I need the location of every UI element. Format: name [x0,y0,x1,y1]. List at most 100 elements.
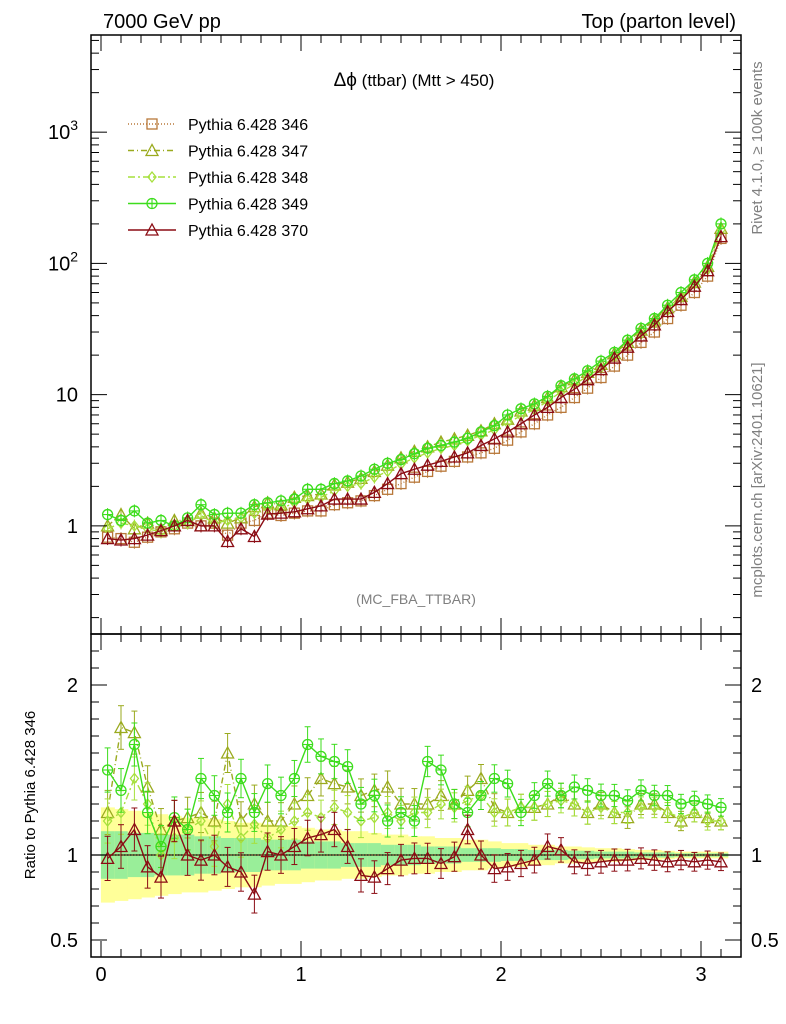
data-point [260,506,275,520]
series-1 [100,220,729,536]
ratio-point [460,822,475,836]
ratio-point [369,811,380,824]
ratio-point [701,798,714,810]
ratio-point [328,755,341,768]
ratio-point [233,864,249,878]
main-y-tick-label: 10 [56,385,78,407]
data-point [368,463,381,475]
ratio-point [542,797,553,811]
ratio-point [315,750,327,763]
data-point [287,504,302,518]
data-point [687,278,702,292]
ratio-point [261,777,274,790]
ratio-point [101,764,114,776]
data-point [167,518,182,532]
main-y-tick-label: 1 [67,516,78,538]
ratio-point [113,720,129,734]
ratio-point [527,852,542,866]
data-point [193,518,209,532]
data-point [207,518,222,532]
ratio-point [528,789,541,802]
legend: Pythia 6.428 346 Pythia 6.428 347 Pythia 6… [128,117,308,240]
ratio-point [433,856,449,870]
ratio-point [367,869,382,883]
legend-label: Pythia 6.428 348 [188,170,308,187]
ratio-point [248,806,261,819]
ratio-point [393,852,409,866]
data-point [315,483,327,495]
ratio-point [687,854,702,868]
data-point [249,507,260,520]
data-point [221,507,234,519]
ratio-point [661,789,674,802]
data-point [473,438,489,452]
ratio-point [541,777,554,790]
ratio-point [700,852,715,866]
data-point [407,461,422,475]
data-point [313,498,329,512]
ratio-point [647,852,662,866]
series-0 [101,231,727,549]
watermark-label: (MC_FBA_TTBAR) [356,591,476,607]
ratio-point [581,784,594,797]
ratio-point [313,827,329,841]
ratio-point [513,856,529,870]
data-point [713,229,729,243]
data-point [353,491,369,505]
data-point [235,507,247,519]
data-point [113,532,129,546]
ratio-series-4 [100,799,729,914]
data-point [195,499,207,511]
ratio-y-tick-label-left: 2 [67,675,78,697]
series-line [107,228,722,530]
data-point [222,514,233,527]
data-point [715,218,727,230]
ratio-point [648,789,661,802]
ratio-point [621,794,634,807]
ratio-point [607,852,622,866]
ratio-point [596,801,606,814]
data-point [180,513,195,527]
ratio-point [288,772,301,785]
ratio-point [555,789,567,802]
series-line [107,229,722,533]
ratio-point [689,806,700,819]
ratio-point [501,777,514,790]
data-point [141,517,154,529]
rivet-label: Rivet 4.1.0, ≥ 100k events [749,61,766,234]
ratio-point [568,781,581,793]
ratio-point [580,856,595,870]
legend-marker [144,222,160,236]
series-4 [100,229,729,548]
ratio-point [220,745,235,759]
ratio-point [380,861,395,875]
data-point [275,495,287,507]
ratio-line [107,776,721,857]
ratio-point [447,849,462,863]
ratio-point [193,852,209,866]
ratio-point [100,851,115,865]
ratio-point [676,811,686,824]
ratio-point [620,852,635,866]
legend-label: Pythia 6.428 347 [188,144,308,161]
ratio-point [129,772,140,785]
ratio-point [313,771,329,785]
ratio-y-tick-label-right: 1 [751,845,762,867]
data-point [607,350,622,364]
ratio-point [448,798,461,810]
legend-label: Pythia 6.428 346 [188,117,308,134]
ratio-point [636,801,646,814]
ratio-point [140,859,155,873]
ratio-point [529,801,540,814]
data-point [527,407,542,421]
ratio-point [475,789,487,802]
data-point [261,497,274,509]
ratio-point [609,806,620,819]
data-point [421,442,434,454]
data-point [288,493,301,505]
ratio-point [515,806,527,819]
ratio-point [235,772,247,785]
ratio-point [275,789,287,802]
ratio-point [127,822,142,836]
ratio-point [207,813,222,827]
